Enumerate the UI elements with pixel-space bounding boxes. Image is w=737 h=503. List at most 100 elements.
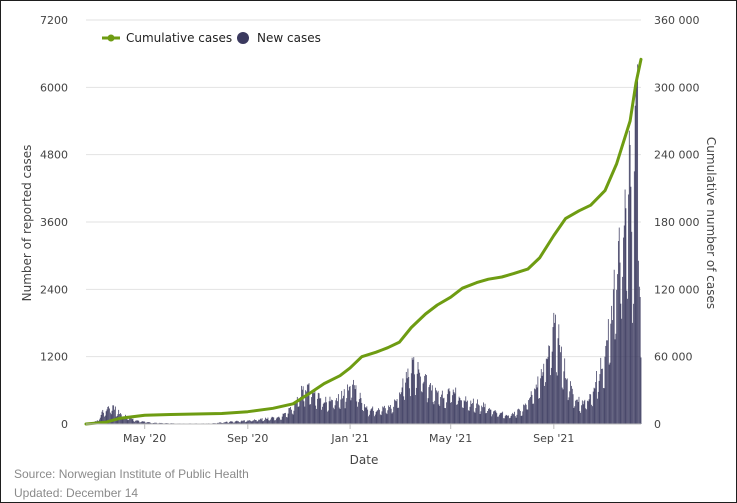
new-cases-bar bbox=[287, 413, 289, 424]
new-cases-bar bbox=[600, 357, 602, 424]
new-cases-bar bbox=[334, 405, 336, 424]
new-cases-bar bbox=[417, 362, 419, 424]
new-cases-bar bbox=[586, 409, 587, 424]
new-cases-bar bbox=[269, 420, 270, 424]
new-cases-bar bbox=[526, 409, 528, 424]
new-cases-bar bbox=[268, 420, 270, 424]
new-cases-bar bbox=[370, 409, 372, 424]
new-cases-bar bbox=[332, 407, 334, 424]
new-cases-bar bbox=[491, 416, 493, 424]
new-cases-bar bbox=[518, 408, 519, 424]
new-cases-bar bbox=[256, 421, 258, 424]
new-cases-bar bbox=[574, 406, 576, 424]
new-cases-bar bbox=[605, 345, 607, 424]
new-cases-bar bbox=[581, 400, 583, 424]
new-cases-bar bbox=[453, 392, 455, 424]
new-cases-bar bbox=[328, 401, 330, 424]
new-cases-bar bbox=[615, 333, 617, 424]
new-cases-bar bbox=[347, 384, 348, 424]
new-cases-bar bbox=[457, 404, 458, 424]
new-cases-bar bbox=[638, 260, 639, 424]
new-cases-bar bbox=[326, 402, 327, 424]
y-tick-label: 7200 bbox=[40, 14, 68, 27]
new-cases-bar bbox=[483, 402, 484, 424]
new-cases-bar bbox=[410, 396, 411, 424]
new-cases-bar bbox=[160, 422, 161, 424]
new-cases-bar bbox=[639, 296, 641, 424]
new-cases-bar bbox=[623, 225, 625, 424]
legend[interactable]: Cumulative cases New cases bbox=[102, 31, 321, 45]
new-cases-bar bbox=[583, 401, 585, 424]
new-cases-bar bbox=[339, 408, 341, 424]
y2-tick-label: 60 000 bbox=[654, 351, 693, 364]
new-cases-bar bbox=[513, 414, 514, 424]
new-cases-bar bbox=[106, 409, 108, 424]
new-cases-bar bbox=[292, 414, 294, 424]
new-cases-bar bbox=[547, 357, 549, 424]
new-cases-bar bbox=[580, 412, 582, 424]
new-cases-bar bbox=[389, 405, 391, 424]
new-cases-bar bbox=[270, 419, 271, 424]
new-cases-bar bbox=[546, 359, 548, 424]
new-cases-bar bbox=[493, 411, 494, 424]
new-cases-bar bbox=[476, 403, 478, 424]
new-cases-bar bbox=[467, 410, 469, 424]
new-cases-bar bbox=[590, 394, 592, 424]
new-cases-bar bbox=[388, 405, 390, 424]
new-cases-bar bbox=[323, 402, 325, 424]
new-cases-bar bbox=[414, 374, 416, 424]
legend-label-new-cases[interactable]: New cases bbox=[257, 31, 321, 45]
new-cases-bar bbox=[298, 406, 300, 424]
new-cases-bar bbox=[567, 400, 569, 424]
new-cases-bar bbox=[606, 340, 608, 424]
new-cases-bar bbox=[103, 412, 104, 424]
new-cases-bar bbox=[260, 419, 262, 424]
new-cases-bar bbox=[111, 410, 113, 424]
new-cases-bar bbox=[220, 422, 222, 424]
new-cases-bar bbox=[248, 420, 250, 424]
new-cases-bar bbox=[311, 392, 313, 424]
new-cases-bar bbox=[146, 422, 148, 424]
new-cases-bar bbox=[235, 421, 237, 424]
new-cases-bar bbox=[499, 413, 501, 424]
new-cases-bar bbox=[327, 410, 329, 424]
new-cases-bar bbox=[379, 414, 381, 424]
y-tick-label: 2400 bbox=[40, 283, 68, 296]
new-cases-bar bbox=[112, 405, 114, 424]
new-cases-bar bbox=[415, 395, 416, 424]
new-cases-bar bbox=[276, 417, 278, 424]
new-cases-bar bbox=[134, 421, 136, 424]
legend-label-cumulative[interactable]: Cumulative cases bbox=[126, 31, 232, 45]
new-cases-bar bbox=[552, 327, 554, 424]
new-cases-bar bbox=[621, 318, 623, 424]
new-cases-bar bbox=[435, 387, 436, 424]
new-cases-bar bbox=[635, 80, 637, 424]
new-cases-bar bbox=[638, 286, 640, 424]
new-cases-bar bbox=[124, 416, 125, 424]
new-cases-bar bbox=[481, 405, 483, 424]
new-cases-bar bbox=[355, 385, 357, 424]
new-cases-bar bbox=[613, 269, 615, 424]
new-cases-bar bbox=[382, 406, 384, 424]
new-cases-bar bbox=[349, 386, 351, 424]
new-cases-bar bbox=[253, 420, 255, 424]
new-cases-bar bbox=[492, 414, 493, 424]
new-cases-bar bbox=[566, 378, 568, 424]
new-cases-bar bbox=[324, 402, 326, 424]
new-cases-bar bbox=[363, 411, 364, 424]
new-cases-bar bbox=[291, 409, 292, 424]
new-cases-bar bbox=[100, 414, 102, 424]
new-cases-bar bbox=[586, 400, 588, 424]
new-cases-bar bbox=[593, 387, 595, 424]
new-cases-bar bbox=[281, 416, 283, 424]
new-cases-bar bbox=[620, 303, 622, 424]
new-cases-bar bbox=[622, 276, 623, 424]
new-cases-bar bbox=[238, 421, 239, 424]
new-cases-bar bbox=[560, 346, 562, 424]
new-cases-bar bbox=[572, 394, 574, 424]
new-cases-bar bbox=[595, 382, 597, 424]
new-cases-bar bbox=[636, 80, 638, 424]
new-cases-bar bbox=[422, 383, 424, 424]
new-cases-bar bbox=[433, 404, 435, 424]
new-cases-bar bbox=[624, 189, 626, 424]
